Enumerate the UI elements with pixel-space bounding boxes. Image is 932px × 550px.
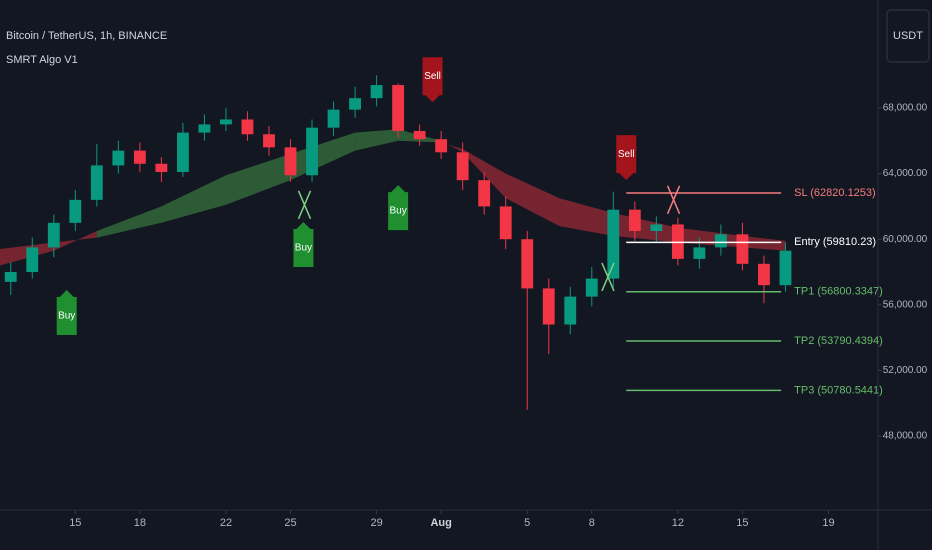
candle-body <box>585 278 598 297</box>
ribbon-segment <box>161 175 226 223</box>
y-tick-label: 64,000.00 <box>883 168 928 179</box>
candle-body <box>112 150 125 166</box>
cross-marker <box>666 185 681 215</box>
candle-body <box>521 239 534 289</box>
y-tick-label: 68,000.00 <box>883 103 928 114</box>
signal-label: Buy <box>58 311 75 322</box>
x-tick-label: Aug <box>430 517 451 529</box>
x-tick-label: 25 <box>284 517 296 529</box>
signal-box <box>56 290 77 336</box>
candle-body <box>779 250 792 286</box>
indicator-name: SMRT Algo V1 <box>6 54 78 66</box>
level-label: TP3 (50780.5441) <box>794 384 883 396</box>
ribbon-segment <box>53 231 97 251</box>
chart-title: Bitcoin / TetherUS, 1h, BINANCE <box>6 30 167 42</box>
candle-body <box>284 147 297 176</box>
candle-body <box>4 272 17 282</box>
cross-marker <box>601 262 615 292</box>
ribbon-segment <box>96 206 162 238</box>
currency-label[interactable]: USDT <box>893 30 923 42</box>
signal-box <box>422 57 443 103</box>
x-tick-label: 18 <box>134 517 146 529</box>
candle-body <box>564 296 577 325</box>
candle-body <box>263 134 275 148</box>
level-label: TP1 (56800.3347) <box>794 286 883 298</box>
currency-button[interactable] <box>886 9 930 63</box>
signal-box <box>616 135 637 181</box>
level-label: TP2 (53790.4394) <box>794 335 883 347</box>
candle-body <box>26 247 39 273</box>
candle-body <box>392 85 405 131</box>
candle-body <box>220 119 232 125</box>
ribbon-segment <box>505 173 560 227</box>
candle-body <box>47 222 60 248</box>
candle-body <box>155 163 168 172</box>
signal-box <box>293 221 314 267</box>
candle-body <box>306 127 318 176</box>
candle-body <box>714 234 727 248</box>
candle-body <box>628 209 641 232</box>
y-tick-label: 52,000.00 <box>883 365 928 376</box>
candle-body <box>241 119 254 135</box>
x-tick-label: 15 <box>69 517 81 529</box>
signal-label: Buy <box>295 243 312 254</box>
candle-body <box>650 224 663 232</box>
candle-body <box>693 247 706 259</box>
y-tick-label: 48,000.00 <box>883 431 928 442</box>
candle-body <box>758 263 770 286</box>
signal-label: Buy <box>389 206 406 217</box>
y-tick-label: 60,000.00 <box>883 234 928 245</box>
x-tick-label: 8 <box>589 517 595 529</box>
cross-marker <box>297 190 312 220</box>
candle-body <box>90 165 103 200</box>
x-tick-label: 19 <box>822 517 834 529</box>
candle-body <box>456 152 469 181</box>
x-tick-label: 12 <box>672 517 684 529</box>
candle-body <box>327 109 340 128</box>
x-tick-label: 29 <box>370 517 382 529</box>
y-tick-label: 56,000.00 <box>883 299 928 310</box>
signal-box <box>388 185 409 231</box>
signal-label: Sell <box>618 149 635 160</box>
candle-body <box>69 199 82 223</box>
candle-body <box>198 124 211 133</box>
candle-body <box>435 139 448 153</box>
signal-label: Sell <box>424 71 441 82</box>
level-label: SL (62820.1253) <box>794 187 876 199</box>
ribbon-segment <box>225 153 291 205</box>
candle-body <box>370 85 383 99</box>
candle-body <box>413 130 426 140</box>
x-tick-label: 22 <box>220 517 232 529</box>
ribbon-segment <box>742 235 786 251</box>
candle-body <box>499 206 512 240</box>
candle-body <box>176 132 189 172</box>
candle-body <box>478 180 491 207</box>
candle-body <box>736 234 749 264</box>
level-label: Entry (59810.23) <box>794 236 876 248</box>
x-tick-label: 5 <box>524 517 530 529</box>
ribbon-segment <box>355 129 399 151</box>
ribbon-segment <box>441 140 463 153</box>
x-tick-label: 15 <box>736 517 748 529</box>
ribbon-segment <box>559 198 614 236</box>
candle-body <box>542 288 555 325</box>
candle-body <box>349 98 361 110</box>
plot-area: SL (62820.1253) Entry (59810.23) TP1 (5680… <box>0 57 883 410</box>
candle-body <box>607 209 620 279</box>
candle-body <box>133 150 146 164</box>
